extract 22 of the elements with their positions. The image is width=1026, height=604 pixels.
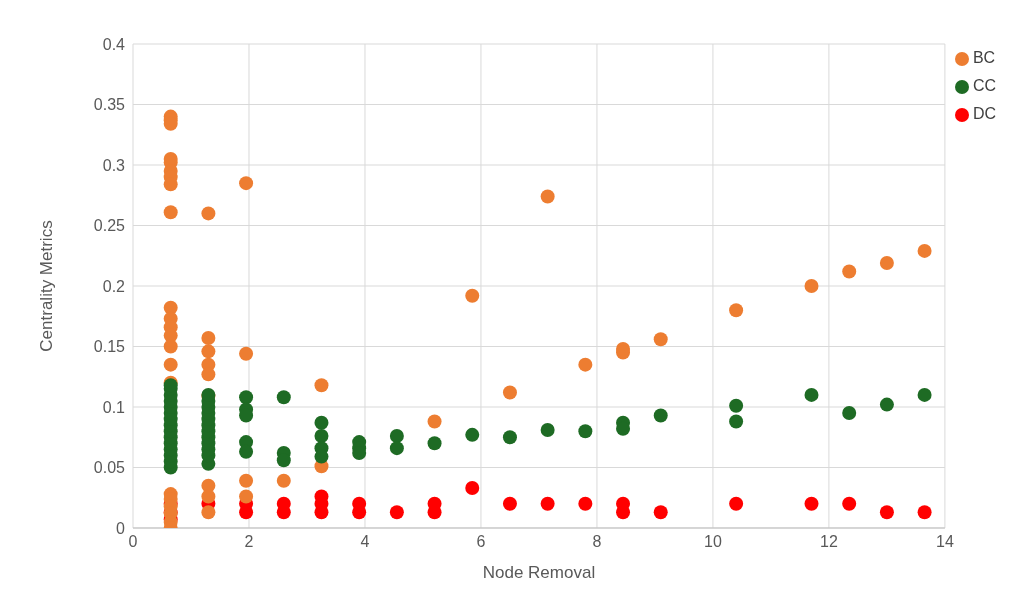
y-tick-label: 0.3 — [102, 156, 126, 174]
legend-label: DC — [972, 105, 996, 122]
legend-label: CC — [972, 77, 996, 94]
x-tick-label: 4 — [360, 533, 370, 551]
legend-label: BC — [972, 49, 996, 66]
x-tick-label: 0 — [128, 533, 138, 551]
x-tick-label: 2 — [244, 533, 254, 551]
y-tick-label: 0 — [116, 519, 126, 537]
y-tick-label: 0.2 — [102, 277, 126, 295]
y-tick-label: 0.25 — [93, 217, 126, 235]
y-tick-label: 0.15 — [93, 338, 126, 356]
x-tick-label: 14 — [935, 533, 954, 551]
x-tick-label: 12 — [820, 533, 838, 551]
y-tick-label: 0.35 — [93, 96, 126, 114]
y-axis-title: Centrality Metrics — [37, 220, 57, 352]
y-tick-label: 0.4 — [102, 35, 126, 53]
x-tick-label: 10 — [704, 533, 722, 551]
y-tick-label: 0.1 — [102, 398, 126, 416]
x-tick-label: 8 — [592, 533, 602, 551]
x-tick-label: 6 — [476, 533, 486, 551]
y-tick-label: 0.05 — [93, 459, 126, 477]
x-axis-title: Node Removal — [482, 563, 596, 582]
